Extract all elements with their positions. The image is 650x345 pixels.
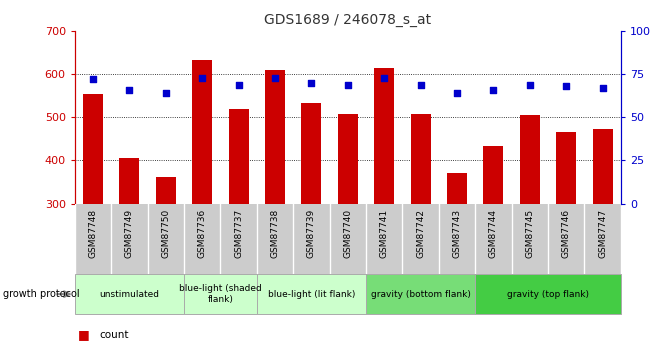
Title: GDS1689 / 246078_s_at: GDS1689 / 246078_s_at xyxy=(264,13,432,27)
Bar xyxy=(556,131,576,204)
Text: GSM87737: GSM87737 xyxy=(234,209,243,258)
Point xyxy=(452,90,462,96)
Text: GSM87740: GSM87740 xyxy=(343,209,352,258)
Text: ■: ■ xyxy=(78,328,90,341)
Point xyxy=(161,90,171,96)
Text: GSM87745: GSM87745 xyxy=(525,209,534,258)
Text: GSM87749: GSM87749 xyxy=(125,209,134,258)
Point xyxy=(124,87,135,92)
Bar xyxy=(265,70,285,204)
Point xyxy=(88,77,98,82)
Point xyxy=(197,75,207,80)
Point xyxy=(343,82,353,87)
Point xyxy=(525,82,535,87)
Text: GSM87741: GSM87741 xyxy=(380,209,389,258)
Bar xyxy=(374,68,394,204)
Text: GSM87748: GSM87748 xyxy=(88,209,98,258)
Bar xyxy=(192,60,212,204)
Point xyxy=(488,87,499,92)
Text: GSM87739: GSM87739 xyxy=(307,209,316,258)
Text: GSM87747: GSM87747 xyxy=(598,209,607,258)
Bar xyxy=(302,103,321,204)
Text: unstimulated: unstimulated xyxy=(99,289,159,299)
Text: blue-light (shaded
flank): blue-light (shaded flank) xyxy=(179,284,262,304)
Text: GSM87742: GSM87742 xyxy=(416,209,425,258)
Point xyxy=(306,80,317,86)
Point xyxy=(597,85,608,91)
Text: GSM87738: GSM87738 xyxy=(270,209,280,258)
Bar xyxy=(83,95,103,204)
Bar xyxy=(593,129,612,204)
Text: gravity (bottom flank): gravity (bottom flank) xyxy=(370,289,471,299)
Text: gravity (top flank): gravity (top flank) xyxy=(507,289,589,299)
Point xyxy=(561,83,571,89)
Text: growth protocol: growth protocol xyxy=(3,289,80,299)
Point xyxy=(379,75,389,80)
Text: GSM87744: GSM87744 xyxy=(489,209,498,258)
Bar xyxy=(484,146,503,204)
Bar xyxy=(120,158,139,204)
Text: count: count xyxy=(99,330,129,339)
Bar xyxy=(156,177,176,204)
Bar xyxy=(229,109,248,204)
Bar xyxy=(520,115,540,204)
Bar xyxy=(75,274,184,314)
Bar xyxy=(475,274,621,314)
Text: GSM87743: GSM87743 xyxy=(452,209,462,258)
Bar xyxy=(447,173,467,204)
Bar xyxy=(411,114,430,204)
Bar xyxy=(338,114,358,204)
Bar xyxy=(257,274,366,314)
Text: GSM87746: GSM87746 xyxy=(562,209,571,258)
Bar xyxy=(184,274,257,314)
Text: blue-light (lit flank): blue-light (lit flank) xyxy=(268,289,355,299)
Text: GSM87750: GSM87750 xyxy=(161,209,170,258)
Point xyxy=(233,82,244,87)
Point xyxy=(415,82,426,87)
Bar xyxy=(366,274,475,314)
Point xyxy=(270,75,280,80)
Text: GSM87736: GSM87736 xyxy=(198,209,207,258)
